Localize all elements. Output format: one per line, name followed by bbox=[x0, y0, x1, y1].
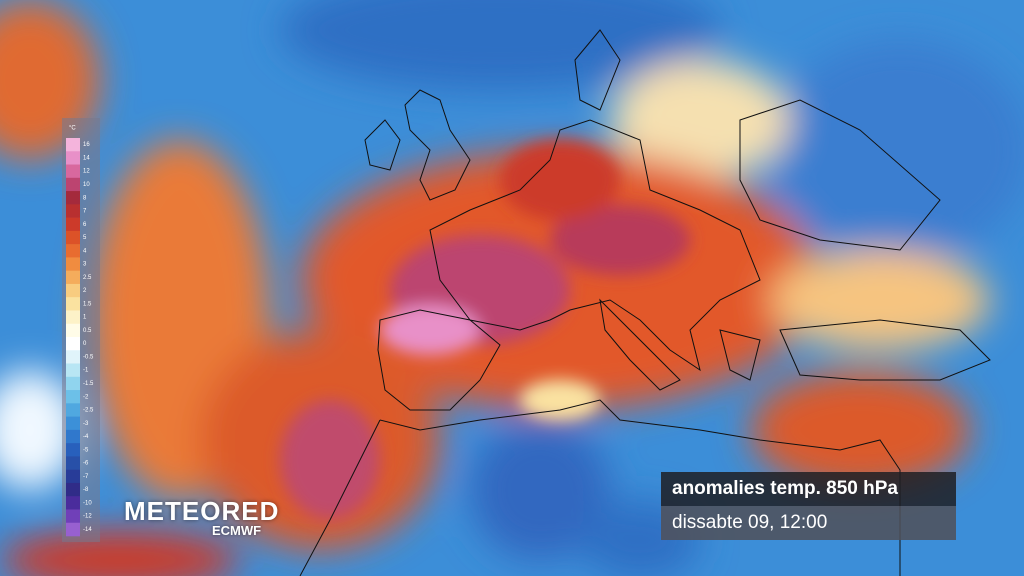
legend-label: -2.5 bbox=[83, 408, 94, 414]
legend-swatch bbox=[66, 429, 80, 444]
logo-brand: METEORED bbox=[124, 496, 280, 526]
legend-label: -12 bbox=[83, 514, 92, 520]
legend-label: 7 bbox=[83, 209, 87, 215]
legend-label: 1.5 bbox=[83, 301, 92, 307]
legend-label: -8 bbox=[83, 487, 89, 493]
legend-swatch bbox=[66, 363, 80, 378]
legend-swatch bbox=[66, 403, 80, 417]
legend-label: 6 bbox=[83, 222, 87, 228]
legend-label: 0.5 bbox=[83, 328, 92, 334]
legend-label: 5 bbox=[83, 235, 87, 241]
legend-swatch bbox=[66, 337, 80, 351]
legend-label: 2 bbox=[83, 288, 87, 294]
legend-swatch bbox=[66, 469, 80, 484]
legend-label: -0.5 bbox=[83, 354, 94, 360]
legend-label: -1 bbox=[83, 368, 89, 374]
legend-swatch bbox=[66, 230, 80, 245]
legend-label: 10 bbox=[83, 182, 90, 188]
legend-label: 8 bbox=[83, 195, 87, 201]
legend-label: -14 bbox=[83, 527, 92, 533]
legend-swatch bbox=[66, 482, 80, 497]
legend-label: 16 bbox=[83, 142, 90, 148]
legend-label: 14 bbox=[83, 155, 90, 161]
legend-label: -3 bbox=[83, 421, 89, 427]
info-title: anomalies temp. 850 hPa bbox=[661, 472, 956, 506]
legend-swatch bbox=[66, 376, 80, 391]
logo-source: ECMWF bbox=[212, 523, 262, 538]
legend-label: -2 bbox=[83, 394, 89, 400]
legend-swatch bbox=[66, 456, 80, 470]
logo: METEORED ECMWF bbox=[124, 496, 304, 544]
legend-swatch bbox=[66, 390, 80, 404]
legend-label: -10 bbox=[83, 500, 92, 506]
info-time: dissabte 09, 12:00 bbox=[661, 506, 956, 540]
legend-swatch bbox=[66, 283, 80, 298]
legend-swatch bbox=[66, 217, 80, 232]
legend-swatch bbox=[66, 416, 80, 431]
legend-label: -5 bbox=[83, 447, 89, 453]
legend-label: 0 bbox=[83, 341, 87, 347]
legend-swatch bbox=[66, 257, 80, 271]
legend-label: -6 bbox=[83, 461, 89, 467]
legend-swatch bbox=[66, 443, 80, 457]
legend-label: 4 bbox=[83, 248, 87, 254]
legend-panel: °C 16 14 12 10 8 7 6 5 4 3 2.5 2 1.5 1 0.5 0 -0.5 -1 -1.5 -… bbox=[62, 118, 100, 542]
legend-swatch bbox=[66, 138, 80, 152]
legend-swatch bbox=[66, 310, 80, 325]
legend-swatch bbox=[66, 522, 80, 537]
legend-swatch bbox=[66, 151, 80, 165]
legend-label: -1.5 bbox=[83, 381, 94, 387]
legend-swatch bbox=[66, 177, 80, 192]
legend-label: -4 bbox=[83, 434, 89, 440]
legend: °C 16 14 12 10 8 7 6 5 4 3 2.5 2 1.5 1 0.5 0 -0.5 -1 -1.5 -… bbox=[66, 126, 94, 537]
legend-label: 3 bbox=[83, 262, 87, 268]
legend-swatch bbox=[66, 509, 80, 524]
legend-label: -7 bbox=[83, 474, 89, 480]
legend-swatch bbox=[66, 244, 80, 258]
legend-swatch bbox=[66, 164, 80, 179]
legend-swatch bbox=[66, 270, 80, 285]
legend-swatch bbox=[66, 496, 80, 510]
legend-label: 1 bbox=[83, 315, 87, 321]
legend-swatch bbox=[66, 204, 80, 218]
legend-swatch bbox=[66, 350, 80, 364]
legend-swatch bbox=[66, 297, 80, 311]
legend-label: 2.5 bbox=[83, 275, 92, 281]
legend-label: 12 bbox=[83, 169, 90, 175]
legend-swatch bbox=[66, 191, 80, 205]
legend-swatch bbox=[66, 323, 80, 338]
legend-unit: °C bbox=[69, 126, 76, 132]
